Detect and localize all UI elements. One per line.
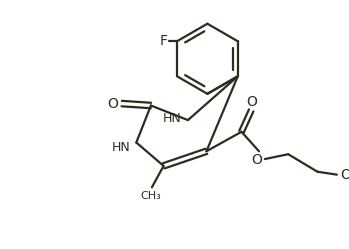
- Text: CH₃: CH₃: [141, 191, 161, 201]
- Text: HN: HN: [163, 112, 182, 125]
- Text: O: O: [252, 153, 262, 167]
- Text: HN: HN: [111, 141, 130, 154]
- Text: O: O: [247, 95, 258, 109]
- Text: O: O: [107, 97, 118, 111]
- Text: F: F: [159, 34, 168, 48]
- Text: O: O: [340, 168, 349, 182]
